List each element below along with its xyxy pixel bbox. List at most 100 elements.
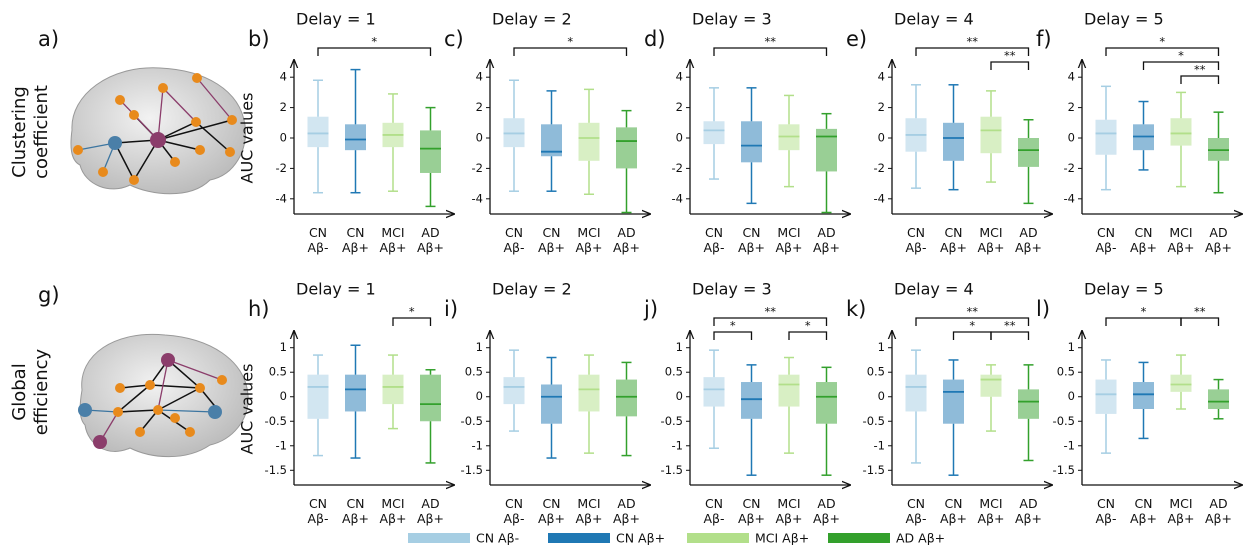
x-tick-label-line: Aβ+ [342, 511, 369, 526]
x-tick-label-line: Aβ+ [613, 511, 640, 526]
x-tick-label: CN Aβ- [905, 225, 926, 255]
panel-letter: h) [248, 297, 270, 321]
x-tick-label-line: CN [346, 225, 364, 240]
y-tick-label: 2 [280, 100, 287, 114]
x-tick-label-line: Aβ+ [813, 511, 840, 526]
x-tick-label-line: CN [907, 225, 925, 240]
x-tick-label-line: Aβ+ [1130, 511, 1157, 526]
y-tick-label: -0.5 [461, 414, 483, 428]
chart-title: Delay = 2 [492, 10, 572, 29]
chart-title: Delay = 4 [894, 280, 974, 299]
legend-swatch [687, 533, 749, 543]
box [345, 124, 366, 151]
chart-title: Delay = 1 [296, 280, 376, 299]
chart-title: Delay = 2 [492, 280, 572, 299]
x-tick-label-line: AD [1209, 225, 1227, 240]
x-tick-label-line: CN [944, 496, 962, 511]
y-tick-label: -4 [472, 191, 483, 205]
x-tick-label-line: CN [309, 496, 327, 511]
x-tick-label-line: Aβ+ [613, 240, 640, 255]
y-tick-label: -2 [672, 161, 683, 175]
significance-bracket [915, 47, 1030, 56]
significance-bracket [952, 331, 992, 340]
x-tick-label-line: Aβ- [905, 511, 926, 526]
box [741, 121, 762, 163]
significance-bracket [1180, 75, 1220, 84]
x-tick-label-line: Aβ- [905, 240, 926, 255]
significance-label: * [730, 319, 736, 333]
x-tick-label: CN Aβ- [503, 225, 524, 255]
y-tick-label: 0.5 [269, 365, 287, 379]
x-tick-label-line: MCI [577, 225, 600, 240]
y-tick-label: 0.5 [665, 365, 683, 379]
x-tick-label: MCI Aβ+ [379, 225, 406, 255]
box [816, 128, 837, 172]
x-tick-label-line: CN [1097, 496, 1115, 511]
y-tick-label: -1 [472, 438, 483, 452]
box [578, 374, 600, 412]
x-tick-label-line: Aβ+ [1015, 240, 1042, 255]
significance-label: ** [1194, 305, 1206, 319]
y-tick-label: -2 [472, 161, 483, 175]
x-tick-label-line: CN [705, 225, 723, 240]
x-tick-label-line: Aβ+ [1130, 240, 1157, 255]
x-tick-label-line: CN [907, 496, 925, 511]
significance-bracket [713, 317, 828, 326]
x-tick-label: MCI Aβ+ [575, 225, 602, 255]
y-tick-label: 4 [878, 70, 885, 84]
chart-title: Delay = 1 [296, 10, 376, 29]
box [307, 116, 329, 148]
box [943, 122, 964, 161]
x-tick-label: CN Aβ- [703, 225, 724, 255]
significance-bracket [1105, 317, 1182, 326]
row-label: Globalefficiency [9, 348, 52, 435]
y-tick-label: 0.5 [867, 365, 885, 379]
x-tick-label: CN Aβ- [703, 496, 724, 526]
box [943, 379, 964, 424]
y-tick-label: -2 [276, 161, 287, 175]
x-tick-label: AD Aβ+ [417, 225, 444, 255]
y-tick-label: -1.5 [1053, 463, 1075, 477]
y-tick-label: 0 [280, 131, 287, 145]
chart-title: Delay = 4 [894, 10, 974, 29]
significance-bracket [1142, 61, 1220, 70]
panel-letter: a) [38, 27, 59, 51]
y-tick-label: 4 [476, 70, 483, 84]
panel-letter: l) [1036, 297, 1050, 321]
x-tick-label-line: AD [1209, 496, 1227, 511]
significance-bracket [513, 47, 628, 56]
x-tick-label: CN Aβ- [1095, 496, 1116, 526]
box [420, 130, 441, 173]
legend-swatch [828, 533, 890, 543]
box [1170, 118, 1192, 146]
x-tick-label-line: Aβ+ [1167, 511, 1194, 526]
x-tick-label-line: CN [944, 225, 962, 240]
y-tick-label: 1 [878, 340, 885, 354]
x-tick-label: AD Aβ+ [1015, 225, 1042, 255]
significance-bracket [392, 317, 432, 326]
significance-label: * [805, 319, 811, 333]
significance-bracket [317, 47, 432, 56]
x-tick-label: CN Aβ- [905, 496, 926, 526]
x-tick-label-line: Aβ+ [775, 240, 802, 255]
x-tick-label-line: Aβ+ [977, 511, 1004, 526]
x-tick-label-line: Aβ+ [1205, 240, 1232, 255]
box [1095, 119, 1117, 155]
y-tick-label: 2 [476, 100, 483, 114]
significance-bracket [713, 331, 753, 340]
y-tick-label: 0 [280, 389, 287, 403]
box [905, 374, 927, 412]
y-tick-label: 2 [878, 100, 885, 114]
panel-letter: f) [1036, 27, 1052, 51]
x-tick-label: AD Aβ+ [1015, 496, 1042, 526]
y-tick-label: 0 [1068, 389, 1075, 403]
significance-label: * [567, 35, 573, 49]
y-tick-label: -0.5 [1053, 414, 1075, 428]
y-axis-label: AUC values [238, 93, 257, 184]
x-tick-label-line: Aβ+ [1167, 240, 1194, 255]
x-tick-label: MCI Aβ+ [977, 496, 1004, 526]
significance-bracket [990, 61, 1030, 70]
x-tick-label-line: Aβ+ [813, 240, 840, 255]
significance-label: * [371, 35, 377, 49]
x-tick-label-line: Aβ+ [1205, 511, 1232, 526]
